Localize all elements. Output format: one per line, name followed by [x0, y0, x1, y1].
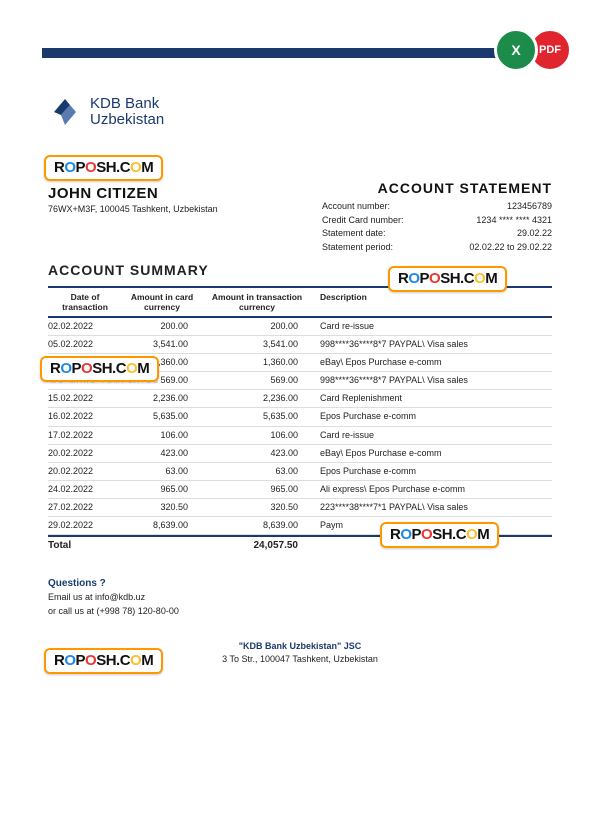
- statement-label: Statement date:: [322, 227, 386, 241]
- cell-description: Card re-issue: [312, 427, 552, 444]
- statement-label: Account number:: [322, 200, 390, 214]
- cell-description: 998****36****8*7 PAYPAL\ Visa sales: [312, 372, 552, 389]
- file-type-badges: X PDF: [494, 28, 572, 72]
- cell-card-amount: 320.50: [122, 499, 202, 516]
- statement-block: ACCOUNT STATEMENT Account number: 1234567…: [322, 180, 552, 254]
- questions-block: Questions ? Email us at info@kdb.uz or c…: [48, 576, 179, 618]
- table-row: 05.02.20223,541.003,541.00998****36****8…: [48, 336, 552, 354]
- cell-card-amount: 3,541.00: [122, 336, 202, 353]
- watermark-roposh: ROPOSH.COM: [40, 356, 159, 382]
- cell-tx-amount: 965.00: [202, 481, 312, 498]
- bank-logo: KDB Bank Uzbekistan: [48, 95, 164, 129]
- cell-date: 17.02.2022: [48, 427, 122, 444]
- cell-date: 20.02.2022: [48, 445, 122, 462]
- logo-line2: Uzbekistan: [90, 112, 164, 129]
- questions-title: Questions ?: [48, 576, 179, 591]
- cell-tx-amount: 320.50: [202, 499, 312, 516]
- statement-value: 02.02.22 to 29.02.22: [469, 241, 552, 255]
- statement-row: Account number: 123456789: [322, 200, 552, 214]
- cell-card-amount: 200.00: [122, 318, 202, 335]
- cell-description: Epos Purchase e-comm: [312, 463, 552, 480]
- cell-tx-amount: 106.00: [202, 427, 312, 444]
- questions-email: Email us at info@kdb.uz: [48, 591, 179, 605]
- table-row: 20.02.2022423.00423.00eBay\ Epos Purchas…: [48, 445, 552, 463]
- cell-date: 15.02.2022: [48, 390, 122, 407]
- cell-tx-amount: 3,541.00: [202, 336, 312, 353]
- cell-description: Card Replenishment: [312, 390, 552, 407]
- customer-block: JOHN CITIZEN 76WX+M3F, 100045 Tashkent, …: [48, 185, 218, 214]
- statement-label: Statement period:: [322, 241, 393, 255]
- table-row: 20.02.202263.0063.00Epos Purchase e-comm: [48, 463, 552, 481]
- table-row: 02.02.2022200.00200.00Card re-issue: [48, 318, 552, 336]
- cell-tx-amount: 8,639.00: [202, 517, 312, 534]
- watermark-roposh: ROPOSH.COM: [380, 522, 499, 548]
- cell-description: 223****38****7*1 PAYPAL\ Visa sales: [312, 499, 552, 516]
- transactions-table: Date of transaction Amount in card curre…: [48, 286, 552, 551]
- summary-title: ACCOUNT SUMMARY: [48, 262, 209, 278]
- cell-card-amount: 2,236.00: [122, 390, 202, 407]
- statement-row: Statement period: 02.02.22 to 29.02.22: [322, 241, 552, 255]
- logo-line1: KDB Bank: [90, 96, 164, 113]
- total-value: 24,057.50: [202, 540, 312, 551]
- cell-description: 998****36****8*7 PAYPAL\ Visa sales: [312, 336, 552, 353]
- cell-date: 27.02.2022: [48, 499, 122, 516]
- customer-address: 76WX+M3F, 100045 Tashkent, Uzbekistan: [48, 204, 218, 214]
- xls-badge: X: [494, 28, 538, 72]
- watermark-roposh: ROPOSH.COM: [44, 648, 163, 674]
- cell-card-amount: 63.00: [122, 463, 202, 480]
- cell-date: 05.02.2022: [48, 336, 122, 353]
- cell-card-amount: 8,639.00: [122, 517, 202, 534]
- cell-tx-amount: 569.00: [202, 372, 312, 389]
- cell-description: Ali express\ Epos Purchase e-comm: [312, 481, 552, 498]
- cell-date: 20.02.2022: [48, 463, 122, 480]
- customer-name: JOHN CITIZEN: [48, 185, 218, 202]
- cell-date: 29.02.2022: [48, 517, 122, 534]
- table-row: 17.02.2022106.00106.00Card re-issue: [48, 427, 552, 445]
- header-bar: [42, 48, 558, 58]
- cell-card-amount: 5,635.00: [122, 408, 202, 425]
- logo-mark-icon: [48, 95, 82, 129]
- table-row: 16.02.20225,635.005,635.00Epos Purchase …: [48, 408, 552, 426]
- statement-row: Statement date: 29.02.22: [322, 227, 552, 241]
- cell-tx-amount: 2,236.00: [202, 390, 312, 407]
- col-description: Description: [312, 292, 552, 312]
- questions-phone: or call us at (+998 78) 120-80-00: [48, 605, 179, 619]
- cell-date: 24.02.2022: [48, 481, 122, 498]
- total-label: Total: [48, 540, 202, 551]
- logo-text: KDB Bank Uzbekistan: [90, 96, 164, 129]
- col-card-amount: Amount in card currency: [122, 292, 202, 312]
- cell-description: Epos Purchase e-comm: [312, 408, 552, 425]
- cell-date: 02.02.2022: [48, 318, 122, 335]
- cell-tx-amount: 423.00: [202, 445, 312, 462]
- cell-description: Card re-issue: [312, 318, 552, 335]
- cell-description: eBay\ Epos Purchase e-comm: [312, 354, 552, 371]
- cell-tx-amount: 5,635.00: [202, 408, 312, 425]
- col-tx-amount: Amount in transaction currency: [202, 292, 312, 312]
- cell-tx-amount: 63.00: [202, 463, 312, 480]
- col-date: Date of transaction: [48, 292, 122, 312]
- table-row: 24.02.2022965.00965.00Ali express\ Epos …: [48, 481, 552, 499]
- cell-tx-amount: 200.00: [202, 318, 312, 335]
- cell-card-amount: 965.00: [122, 481, 202, 498]
- cell-card-amount: 423.00: [122, 445, 202, 462]
- cell-date: 16.02.2022: [48, 408, 122, 425]
- watermark-roposh: ROPOSH.COM: [388, 266, 507, 292]
- statement-value: 123456789: [507, 200, 552, 214]
- statement-value: 1234 **** **** 4321: [476, 214, 552, 228]
- statement-row: Credit Card number: 1234 **** **** 4321: [322, 214, 552, 228]
- cell-description: eBay\ Epos Purchase e-comm: [312, 445, 552, 462]
- watermark-roposh: ROPOSH.COM: [44, 155, 163, 181]
- statement-title: ACCOUNT STATEMENT: [322, 180, 552, 196]
- statement-value: 29.02.22: [517, 227, 552, 241]
- cell-card-amount: 106.00: [122, 427, 202, 444]
- table-row: 15.02.20222,236.002,236.00Card Replenish…: [48, 390, 552, 408]
- statement-label: Credit Card number:: [322, 214, 404, 228]
- table-row: 27.02.2022320.50320.50223****38****7*1 P…: [48, 499, 552, 517]
- cell-tx-amount: 1,360.00: [202, 354, 312, 371]
